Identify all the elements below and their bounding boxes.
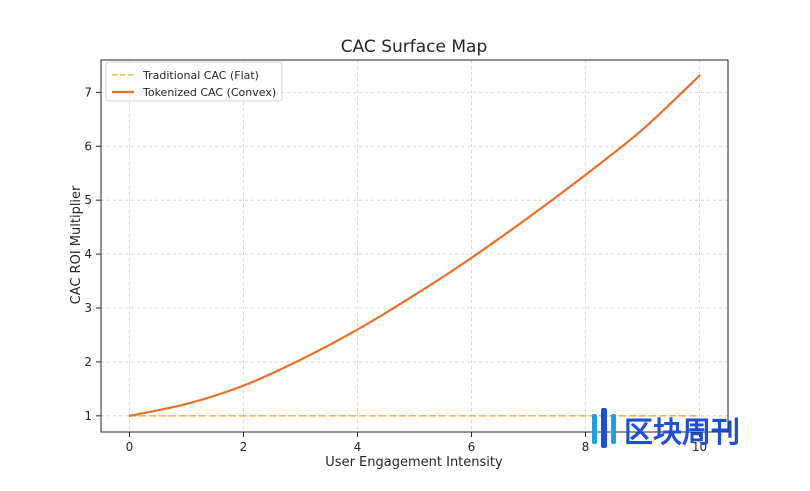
watermark-text: 区块周刊 (624, 415, 740, 449)
legend-label: Traditional CAC (Flat) (142, 69, 259, 82)
y-axis-label: CAC ROI Multiplier (69, 185, 84, 304)
chart-title: CAC Surface Map (341, 37, 488, 57)
grid-lines (101, 60, 728, 432)
y-tick-label: 5 (84, 193, 92, 207)
x-tick-label: 4 (354, 440, 362, 454)
x-tick-label: 8 (582, 440, 590, 454)
x-tick-label: 10 (692, 440, 707, 454)
y-tick-label: 3 (84, 301, 92, 315)
legend-box (105, 61, 283, 102)
watermark-bar-1 (592, 414, 597, 444)
legend: Traditional CAC (Flat) Tokenized CAC (Con… (105, 61, 283, 102)
x-tick-label: 6 (468, 440, 476, 454)
x-tick-label: 2 (240, 440, 248, 454)
series-line-tokenized-cac (128, 74, 701, 417)
y-tick-label: 1 (84, 409, 92, 423)
y-tick-label: 7 (84, 85, 92, 99)
legend-label: Tokenized CAC (Convex) (142, 86, 276, 99)
x-axis-label: User Engagement Intensity (325, 455, 503, 470)
plot-frame (100, 59, 729, 433)
watermark-icon: 区块周刊 (592, 408, 740, 449)
y-tick-label: 4 (84, 247, 92, 261)
y-tick-label: 2 (84, 355, 92, 369)
watermark-bar-2 (601, 408, 607, 448)
watermark-bar-3 (611, 414, 616, 444)
watermark-logo: 区块周刊 (588, 404, 788, 456)
x-tick-label: 0 (126, 440, 134, 454)
y-tick-label: 6 (84, 139, 92, 153)
series-lines (128, 74, 701, 417)
